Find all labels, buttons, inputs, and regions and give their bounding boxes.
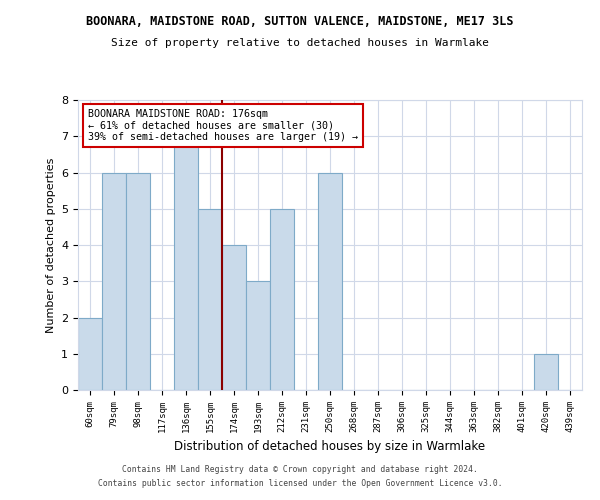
- Bar: [318, 172, 342, 390]
- Bar: [534, 354, 558, 390]
- Bar: [270, 209, 294, 390]
- Bar: [198, 209, 222, 390]
- Bar: [246, 281, 270, 390]
- Bar: [222, 245, 246, 390]
- Bar: [126, 172, 150, 390]
- Bar: [174, 136, 198, 390]
- Text: BOONARA MAIDSTONE ROAD: 176sqm
← 61% of detached houses are smaller (30)
39% of : BOONARA MAIDSTONE ROAD: 176sqm ← 61% of …: [88, 108, 358, 142]
- Text: BOONARA, MAIDSTONE ROAD, SUTTON VALENCE, MAIDSTONE, ME17 3LS: BOONARA, MAIDSTONE ROAD, SUTTON VALENCE,…: [86, 15, 514, 28]
- Text: Size of property relative to detached houses in Warmlake: Size of property relative to detached ho…: [111, 38, 489, 48]
- Y-axis label: Number of detached properties: Number of detached properties: [46, 158, 56, 332]
- Bar: [102, 172, 126, 390]
- X-axis label: Distribution of detached houses by size in Warmlake: Distribution of detached houses by size …: [175, 440, 485, 454]
- Bar: [78, 318, 102, 390]
- Text: Contains HM Land Registry data © Crown copyright and database right 2024.
Contai: Contains HM Land Registry data © Crown c…: [98, 466, 502, 487]
